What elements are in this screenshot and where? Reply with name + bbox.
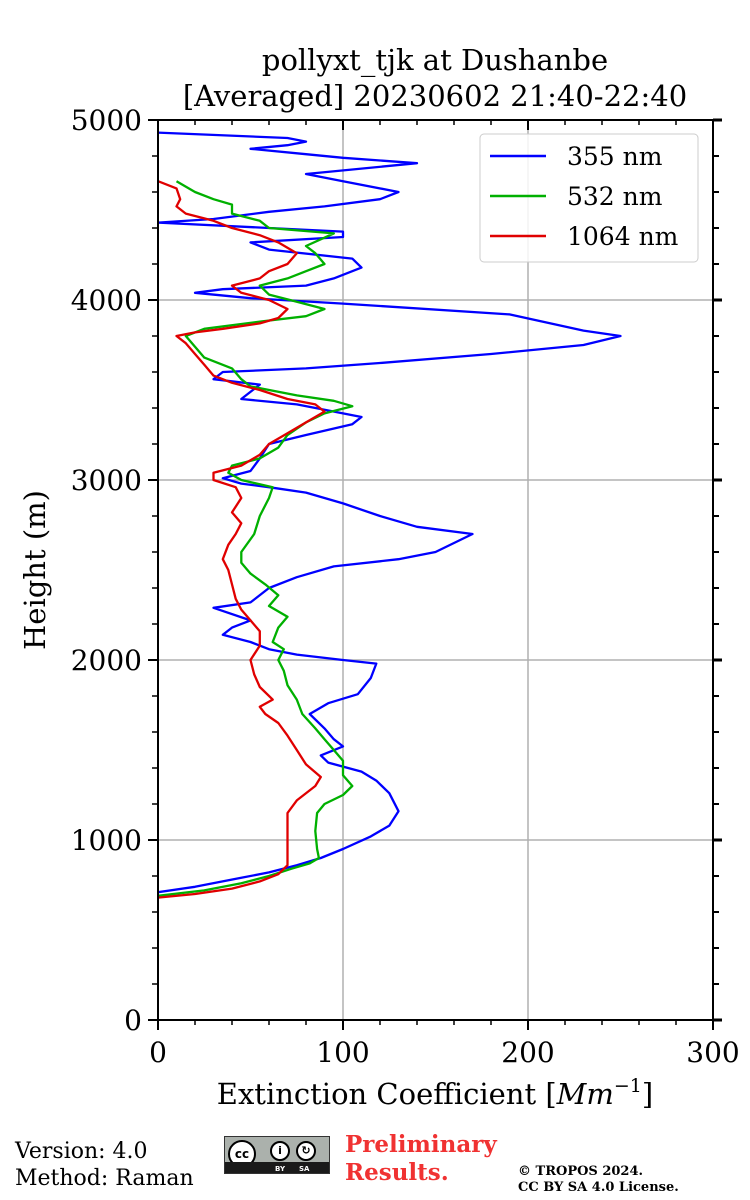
preliminary-notice: Preliminary Results. [345, 1131, 497, 1187]
y-tick-label: 4000 [71, 284, 142, 317]
legend-box [479, 133, 699, 263]
y-tick-label: 1000 [71, 824, 142, 857]
legend-label-355-nm: 355 nm [567, 142, 663, 171]
preliminary-line1: Preliminary [345, 1131, 497, 1158]
chart-title-line2: [Averaged] 20230602 21:40-22:40 [183, 79, 687, 113]
by-icon: i [270, 1141, 290, 1161]
y-tick-label: 2000 [71, 644, 142, 677]
legend-label-532-nm: 532 nm [567, 182, 663, 211]
method-text: Method: Raman [15, 1166, 194, 1191]
copyright-line1: © TROPOS 2024. [518, 1164, 644, 1179]
sa-icon: ↻ [296, 1141, 316, 1161]
y-axis-label: Height (m) [18, 490, 52, 650]
y-tick-label: 0 [124, 1004, 142, 1037]
badge-sa-label: SA [299, 1165, 310, 1173]
legend: 355 nm 532 nm 1064 nm [479, 133, 699, 263]
x-tick-label: 200 [501, 1036, 554, 1069]
y-tick-label: 5000 [71, 104, 142, 137]
copyright-notice: © TROPOS 2024. CC BY SA 4.0 License. [518, 1164, 679, 1196]
badge-strip [225, 1162, 329, 1173]
series-line-1064-nm [158, 180, 326, 899]
y-tick-labels: 0 1000 2000 3000 4000 5000 [71, 104, 142, 1037]
cc-license-badge: cc i ↻ BY SA [224, 1136, 330, 1174]
y-tick-label: 3000 [71, 464, 142, 497]
copyright-line2: CC BY SA 4.0 License. [518, 1180, 679, 1195]
legend-label-1064-nm: 1064 nm [567, 222, 679, 251]
series-line-532-nm [158, 180, 354, 897]
badge-by-label: BY [275, 1165, 286, 1173]
axis-ticks [148, 118, 722, 1030]
x-tick-labels: 0 100 200 300 [149, 1036, 740, 1069]
x-tick-label: 300 [686, 1036, 739, 1069]
chart-title-line1: pollyxt_tjk at Dushanbe [262, 43, 608, 78]
x-axis-label: Extinction Coefficient [Mm−1] [217, 1075, 653, 1111]
version-text: Version: 4.0 [15, 1139, 148, 1164]
data-series [158, 131, 622, 899]
plot-frame [157, 119, 714, 1021]
footer-info: Version: 4.0 Method: Raman [15, 1138, 194, 1192]
x-tick-label: 100 [316, 1036, 369, 1069]
x-tick-label: 0 [149, 1036, 167, 1069]
preliminary-line2: Results. [345, 1159, 449, 1186]
